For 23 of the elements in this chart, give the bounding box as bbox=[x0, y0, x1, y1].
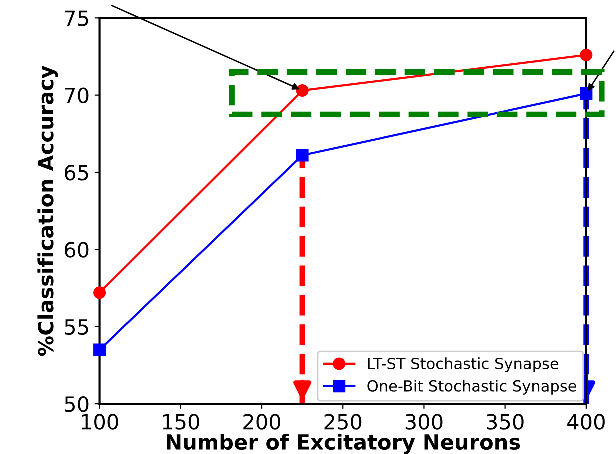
y-tick-label: 70 bbox=[65, 88, 89, 104]
legend-label: LT-ST Stochastic Synapse bbox=[368, 358, 559, 372]
x-tick-label: 150 bbox=[163, 414, 200, 430]
point bbox=[296, 149, 309, 162]
point bbox=[580, 48, 593, 62]
point bbox=[94, 286, 106, 300]
x-tick-label: 250 bbox=[324, 414, 362, 430]
y-tick-label: 50 bbox=[65, 396, 89, 412]
legend-label: One-Bit Stochastic Synapse bbox=[368, 380, 576, 395]
y-tick-label: 60 bbox=[65, 242, 89, 258]
y-tick-label: 65 bbox=[65, 164, 88, 181]
y-axis-title: %Classification Accuracy bbox=[38, 66, 58, 356]
x-tick-label: 400 bbox=[568, 414, 605, 430]
point bbox=[296, 84, 309, 97]
point bbox=[94, 344, 106, 356]
x-tick-label: 200 bbox=[244, 414, 281, 430]
y-tick-label: 55 bbox=[65, 320, 88, 336]
x-axis-title: Number of Excitatory Neurons bbox=[167, 434, 520, 454]
y-tick-label: 75 bbox=[65, 10, 88, 26]
point bbox=[580, 88, 593, 100]
x-tick-label: 350 bbox=[487, 414, 524, 430]
x-tick-label: 300 bbox=[406, 414, 443, 430]
x-tick-label: 100 bbox=[82, 414, 118, 430]
